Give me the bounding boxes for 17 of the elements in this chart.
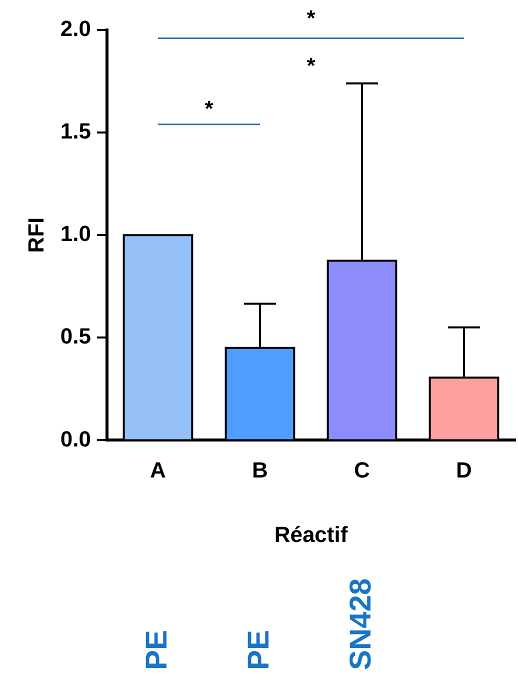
text: SN428: [344, 578, 378, 670]
x-tick-label: D: [456, 457, 472, 482]
y-tick-label: 1.0: [60, 221, 91, 246]
x-tick-label: A: [150, 457, 166, 482]
y-tick-label: 0.5: [60, 324, 91, 349]
x-tick-label: B: [252, 457, 268, 482]
y-tick-label: 1.5: [60, 118, 91, 144]
y-axis-title: RFI: [23, 217, 48, 253]
y-tick-label: 2.0: [60, 16, 91, 42]
annotation: *: [204, 96, 214, 121]
y-tick-label: 0.0: [60, 426, 91, 452]
x-axis-title: Réactif: [274, 522, 348, 547]
text: PE: [242, 630, 276, 670]
annotation: *: [306, 52, 316, 78]
text: PE: [140, 630, 174, 670]
x-tick-label: C: [354, 457, 370, 482]
annotation: *: [306, 6, 316, 31]
